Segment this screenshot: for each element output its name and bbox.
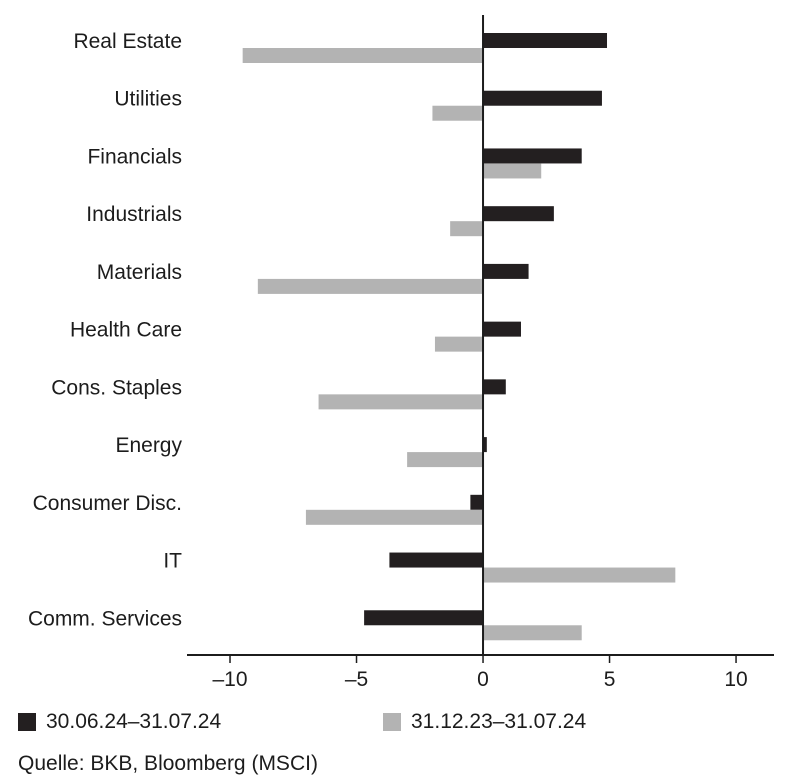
category-label: IT <box>163 550 182 573</box>
bar-series-2 <box>305 509 484 525</box>
bar-series-2 <box>407 452 484 468</box>
x-tick-label: 0 <box>477 668 489 691</box>
bar-series-2 <box>450 221 484 237</box>
category-label: Comm. Services <box>28 607 182 630</box>
bar-series-1 <box>483 206 554 222</box>
source-note: Quelle: BKB, Bloomberg (MSCI) <box>18 752 318 775</box>
bar-series-2 <box>257 278 484 294</box>
category-label: Real Estate <box>73 30 182 53</box>
bar-series-1 <box>483 321 521 337</box>
legend-swatch-1 <box>18 713 36 731</box>
bar-series-2 <box>483 625 582 641</box>
legend-swatch-2 <box>383 713 401 731</box>
category-label: Financials <box>87 145 182 168</box>
bar-series-2 <box>483 163 542 179</box>
bar-series-1 <box>483 379 506 395</box>
category-label: Energy <box>115 434 182 457</box>
category-label: Industrials <box>86 203 182 226</box>
category-label: Cons. Staples <box>51 376 182 399</box>
legend-item-2: 31.12.23–31.07.24 <box>383 710 586 734</box>
bar-series-1 <box>389 552 484 568</box>
bar-series-1 <box>483 148 582 164</box>
category-label: Utilities <box>114 88 182 111</box>
bar-series-1 <box>470 494 484 510</box>
category-label: Consumer Disc. <box>33 492 182 515</box>
bar-series-2 <box>483 567 676 583</box>
bar-series-1 <box>483 90 602 106</box>
x-tick-label: –5 <box>345 668 368 691</box>
bar-series-1 <box>483 33 608 48</box>
bar-series-2 <box>318 394 484 410</box>
bar-series-1 <box>483 437 487 453</box>
bar-series-2 <box>434 336 484 352</box>
legend-label-2: 31.12.23–31.07.24 <box>411 710 587 733</box>
bar-series-2 <box>432 105 484 121</box>
bar-series-1 <box>483 263 529 279</box>
bar-series-2 <box>242 48 484 63</box>
legend-item-1: 30.06.24–31.07.24 <box>18 710 221 734</box>
x-tick-label: 10 <box>724 668 747 691</box>
bar-series-1 <box>364 610 484 626</box>
legend-label-1: 30.06.24–31.07.24 <box>46 710 222 733</box>
category-label: Health Care <box>70 319 182 342</box>
bar-chart: Real Estate Utilities Financials Industrial… <box>28 15 774 691</box>
x-tick-label: 5 <box>604 668 616 691</box>
x-tick-label: –10 <box>212 668 247 691</box>
category-label: Materials <box>97 261 182 284</box>
